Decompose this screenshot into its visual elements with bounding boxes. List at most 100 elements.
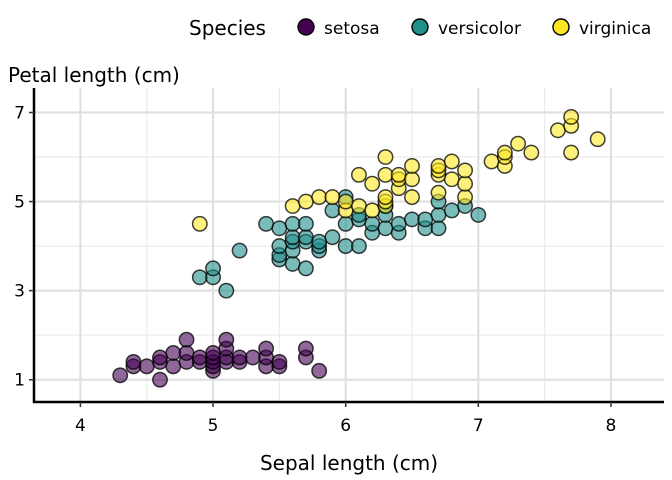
point-setosa: [178, 345, 195, 361]
point-setosa: [152, 371, 168, 388]
point-versicolor: [205, 260, 222, 277]
point-versicolor: [377, 220, 394, 237]
point-virginica: [311, 189, 328, 206]
point-setosa: [138, 358, 155, 375]
point-virginica: [430, 184, 447, 201]
point-virginica: [563, 144, 580, 161]
axes: [32, 88, 664, 404]
legend-label-virginica: virginica: [579, 19, 651, 39]
y-axis-title: Petal length (cm): [8, 63, 180, 87]
point-virginica: [377, 166, 394, 183]
point-setosa: [191, 349, 208, 366]
x-axis-title: Sepal length (cm): [260, 451, 438, 475]
legend-label-setosa: setosa: [324, 19, 380, 39]
point-virginica: [404, 171, 420, 188]
point-virginica: [443, 171, 460, 188]
x-axis-ticks: 4 5 6 7 8: [75, 402, 616, 436]
point-virginica: [549, 122, 566, 139]
point-versicolor: [430, 220, 447, 237]
point-versicolor: [311, 233, 328, 250]
point-virginica: [324, 189, 341, 206]
legend: Species setosa versicolor virginica: [189, 16, 651, 40]
point-virginica: [377, 149, 394, 165]
point-virginica: [457, 175, 474, 192]
point-versicolor: [337, 238, 354, 255]
point-virginica: [483, 153, 500, 170]
point-versicolor: [231, 242, 248, 259]
point-virginica: [350, 198, 367, 214]
point-versicolor: [271, 220, 288, 237]
point-virginica: [404, 189, 420, 206]
point-versicolor: [350, 238, 367, 255]
point-virginica: [364, 202, 381, 219]
point-virginica: [510, 135, 527, 152]
legend-label-versicolor: versicolor: [438, 19, 521, 39]
y-tick-label: 5: [14, 193, 25, 213]
data-points: [112, 109, 606, 388]
legend-title: Species: [189, 16, 266, 40]
point-setosa: [178, 331, 195, 348]
point-versicolor: [297, 260, 314, 277]
x-tick-label: 6: [340, 416, 351, 436]
point-versicolor: [337, 215, 354, 232]
point-setosa: [271, 353, 288, 370]
point-setosa: [125, 353, 142, 370]
y-tick-label: 3: [14, 282, 25, 302]
point-setosa: [205, 345, 222, 361]
point-virginica: [404, 157, 420, 174]
x-tick-label: 8: [606, 416, 617, 436]
point-setosa: [258, 340, 275, 357]
point-versicolor: [404, 211, 420, 228]
point-virginica: [364, 175, 381, 192]
point-versicolor: [271, 238, 288, 255]
point-versicolor: [297, 215, 314, 232]
point-versicolor: [284, 215, 301, 232]
point-virginica: [191, 215, 208, 232]
y-tick-label: 1: [14, 371, 25, 391]
point-versicolor: [417, 211, 434, 228]
point-setosa: [165, 358, 182, 375]
point-versicolor: [324, 202, 341, 219]
point-setosa: [112, 367, 129, 384]
point-virginica: [443, 153, 460, 170]
point-setosa: [311, 362, 328, 379]
y-tick-label: 7: [14, 103, 25, 123]
point-versicolor: [258, 215, 275, 232]
point-versicolor: [284, 255, 301, 272]
point-virginica: [457, 189, 474, 206]
point-setosa: [297, 340, 314, 357]
point-versicolor: [364, 215, 381, 232]
point-versicolor: [390, 215, 407, 232]
point-versicolor: [218, 282, 235, 299]
point-versicolor: [430, 206, 447, 223]
point-setosa: [244, 349, 261, 366]
point-setosa: [231, 349, 248, 366]
point-versicolor: [284, 229, 301, 246]
point-versicolor: [324, 229, 341, 246]
point-setosa: [152, 349, 168, 366]
legend-key-versicolor: [411, 18, 429, 36]
point-virginica: [284, 198, 301, 214]
point-virginica: [377, 189, 394, 206]
point-virginica: [430, 157, 447, 174]
point-setosa: [165, 345, 182, 361]
point-virginica: [350, 166, 367, 183]
point-versicolor: [470, 206, 487, 223]
point-virginica: [297, 193, 314, 210]
legend-key-setosa: [297, 18, 315, 36]
x-tick-label: 5: [208, 416, 219, 436]
point-versicolor: [191, 269, 208, 286]
point-virginica: [563, 109, 580, 125]
x-tick-label: 4: [75, 416, 86, 436]
legend-key-virginica: [552, 18, 570, 36]
point-virginica: [523, 144, 540, 161]
point-versicolor: [297, 229, 314, 246]
point-virginica: [589, 131, 606, 148]
point-virginica: [457, 162, 474, 179]
point-versicolor: [443, 202, 460, 219]
point-setosa: [218, 331, 235, 348]
point-virginica: [496, 144, 513, 161]
y-axis-ticks: 1 3 5 7: [14, 103, 34, 391]
point-virginica: [337, 193, 354, 210]
